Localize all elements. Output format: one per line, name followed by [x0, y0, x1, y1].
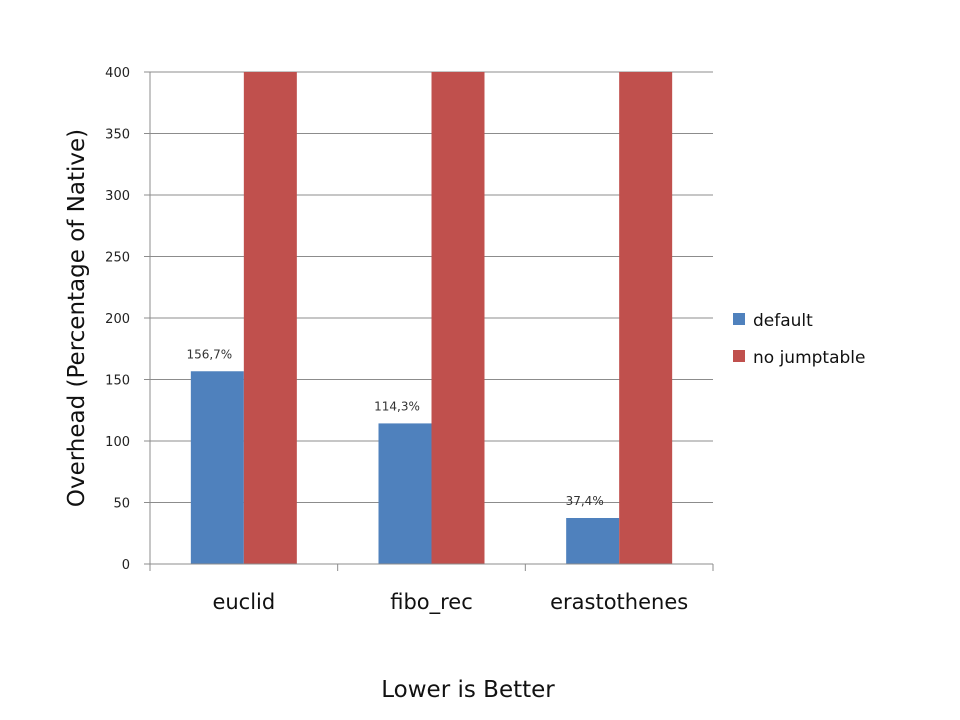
x-axis-title: Lower is Better	[381, 677, 555, 703]
x-tick-label: fibo_rec	[390, 590, 473, 615]
y-tick-label: 200	[105, 312, 130, 327]
labels: 0 50 100 150 200 250 300 350 400 156,7% euclid 114,…	[105, 66, 688, 615]
x-tick-label: erastothenes	[550, 590, 688, 614]
y-tick-label: 0	[122, 558, 130, 573]
y-tick-label: 300	[105, 189, 130, 204]
data-label: 156,7%	[186, 347, 232, 361]
y-tick-label: 50	[113, 497, 130, 512]
bar-default-erastothenes	[566, 517, 620, 564]
bar-no-jumptable-fibo_rec	[431, 72, 485, 564]
data-label: 114,3%	[374, 399, 420, 413]
y-tick-label: 100	[105, 435, 130, 450]
axes	[144, 71, 714, 571]
legend-label: default	[753, 311, 813, 331]
bar-default-fibo_rec	[378, 423, 432, 564]
y-tick-label: 400	[105, 66, 130, 81]
legend: default no jumptable	[733, 311, 865, 368]
bars	[190, 72, 673, 564]
bar-default-euclid	[190, 371, 244, 564]
data-label: 37,4%	[566, 494, 604, 508]
legend-label: no jumptable	[753, 348, 865, 368]
bar-no-jumptable-erastothenes	[619, 72, 673, 564]
bar-no-jumptable-euclid	[243, 72, 297, 564]
y-tick-label: 350	[105, 128, 130, 143]
x-tick-label: euclid	[212, 590, 275, 614]
legend-swatch-default	[733, 313, 745, 325]
y-tick-label: 150	[105, 374, 130, 389]
y-axis-title: Overhead (Percentage of Native)	[64, 129, 90, 507]
legend-swatch-no-jumptable	[733, 350, 745, 362]
y-tick-label: 250	[105, 251, 130, 266]
